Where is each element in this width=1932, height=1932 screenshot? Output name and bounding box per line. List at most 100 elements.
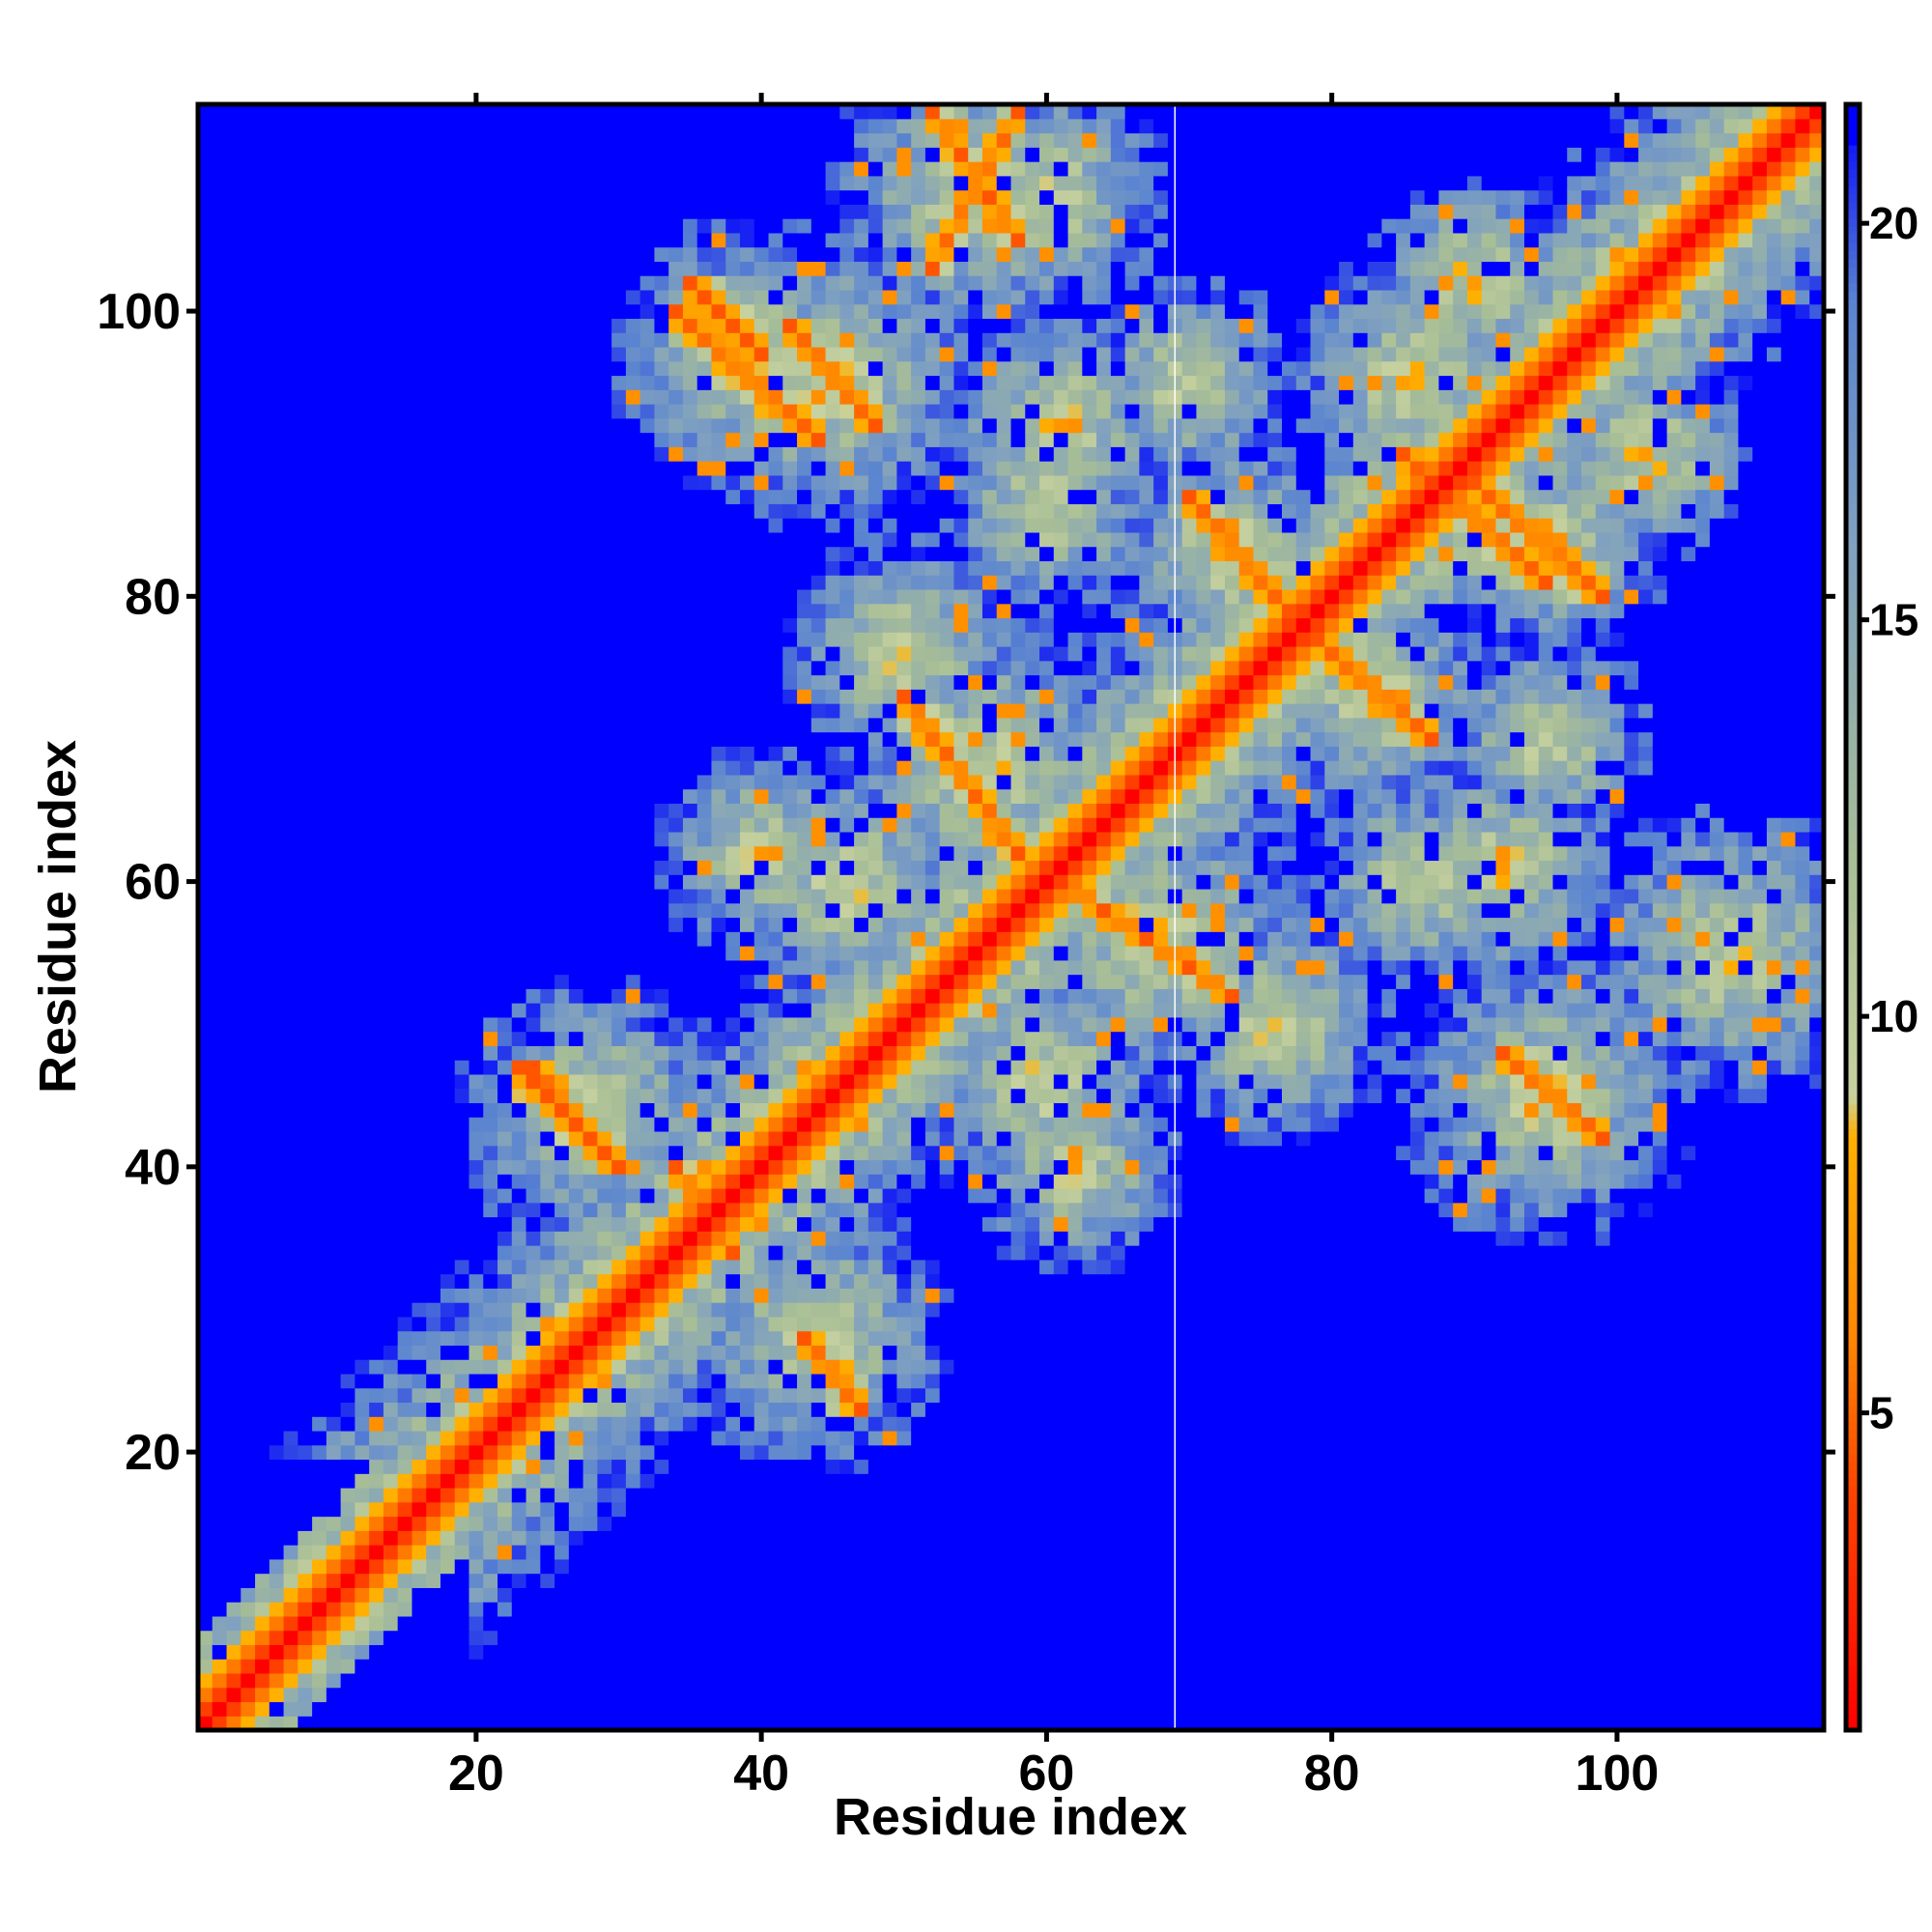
heatmap-cell [568, 518, 584, 533]
heatmap-cell [397, 588, 413, 605]
heatmap-cell [526, 1174, 541, 1189]
heatmap-cell [611, 147, 627, 162]
heatmap-cell [283, 1630, 298, 1646]
heatmap-cell [568, 560, 584, 576]
heatmap-cell [426, 1031, 441, 1046]
heatmap-cell [440, 1473, 456, 1489]
heatmap-cell [597, 1073, 612, 1090]
heatmap-cell [768, 1516, 783, 1531]
heatmap-cell [397, 689, 413, 704]
heatmap-cell [355, 1245, 370, 1261]
heatmap-cell [412, 474, 427, 491]
heatmap-cell [255, 717, 270, 733]
heatmap-cell [241, 489, 256, 504]
heatmap-cell [797, 1402, 812, 1417]
heatmap-cell [383, 332, 399, 348]
heatmap-cell [497, 332, 513, 348]
heatmap-cell [753, 1659, 770, 1674]
heatmap-cell [782, 646, 798, 662]
heatmap-cell [326, 1016, 342, 1033]
heatmap-cell [483, 1288, 498, 1303]
heatmap-cell [412, 575, 427, 590]
heatmap-cell [426, 261, 441, 276]
heatmap-cell [383, 1245, 399, 1261]
heatmap-cell [582, 1088, 598, 1104]
heatmap-cell [340, 1188, 355, 1204]
heatmap-cell [582, 232, 598, 248]
heatmap-cell [426, 1202, 441, 1218]
heatmap-cell [412, 617, 427, 633]
heatmap-cell [369, 518, 384, 533]
heatmap-cell [639, 218, 656, 234]
heatmap-cell [340, 232, 355, 248]
heatmap-cell [511, 1060, 527, 1075]
heatmap-cell [682, 860, 698, 875]
heatmap-cell [511, 1216, 527, 1232]
heatmap-cell [711, 546, 726, 562]
heatmap-cell [568, 318, 584, 333]
heatmap-cell [639, 204, 656, 219]
heatmap-cell [298, 161, 313, 177]
heatmap-cell [269, 1473, 285, 1489]
heatmap-cell [540, 1501, 555, 1518]
heatmap-cell [497, 988, 513, 1004]
heatmap-cell [383, 874, 399, 890]
heatmap-cell [198, 931, 213, 947]
heatmap-cell [497, 946, 513, 961]
heatmap-cell [753, 1216, 770, 1232]
heatmap-cell [753, 1402, 770, 1417]
heatmap-cell [711, 1530, 726, 1546]
heatmap-cell [497, 489, 513, 504]
heatmap-cell [540, 760, 555, 776]
heatmap-cell [725, 817, 741, 833]
heatmap-cell [611, 432, 627, 447]
heatmap-cell [768, 375, 783, 390]
heatmap-cell [241, 1130, 256, 1147]
heatmap-cell [797, 360, 812, 377]
heatmap-cell [611, 1701, 627, 1717]
heatmap-cell [639, 261, 656, 276]
heatmap-cell [226, 1444, 242, 1461]
heatmap-cell [355, 1501, 370, 1518]
heatmap-cell [768, 1174, 783, 1189]
heatmap-cell [711, 974, 726, 989]
heatmap-cell [554, 632, 570, 647]
heatmap-cell [340, 1558, 355, 1575]
heatmap-cell [483, 204, 498, 219]
heatmap-cell [369, 1174, 384, 1189]
heatmap-cell [568, 332, 584, 348]
heatmap-cell [740, 617, 755, 633]
heatmap-cell [554, 474, 570, 491]
heatmap-cell [355, 845, 370, 862]
heatmap-cell [269, 632, 285, 647]
heatmap-cell [810, 1359, 827, 1375]
heatmap-cell [340, 1202, 355, 1218]
heatmap-cell [711, 689, 726, 704]
heatmap-cell [340, 246, 355, 262]
heatmap-cell [454, 1373, 470, 1389]
heatmap-cell [454, 531, 470, 548]
heatmap-cell [511, 1288, 527, 1303]
heatmap-cell [369, 147, 384, 162]
heatmap-cell [597, 1231, 612, 1246]
heatmap-cell [397, 988, 413, 1004]
heatmap-cell [511, 375, 527, 390]
heatmap-cell [568, 161, 584, 177]
heatmap-cell [654, 1016, 669, 1033]
heatmap-cell [369, 303, 384, 320]
heatmap-cell [639, 346, 656, 362]
heatmap-cell [725, 617, 741, 633]
heatmap-cell [355, 132, 370, 148]
heatmap-cell [383, 774, 399, 790]
heatmap-cell [740, 888, 755, 904]
heatmap-cell [740, 959, 755, 976]
heatmap-cell [740, 803, 755, 818]
heatmap-cell [511, 503, 527, 519]
heatmap-cell [212, 332, 228, 348]
heatmap-cell [454, 1060, 470, 1075]
heatmap-cell [740, 518, 755, 533]
heatmap-cell [511, 560, 527, 576]
heatmap-cell [711, 703, 726, 719]
heatmap-cell [725, 232, 741, 248]
heatmap-cell [711, 1130, 726, 1147]
